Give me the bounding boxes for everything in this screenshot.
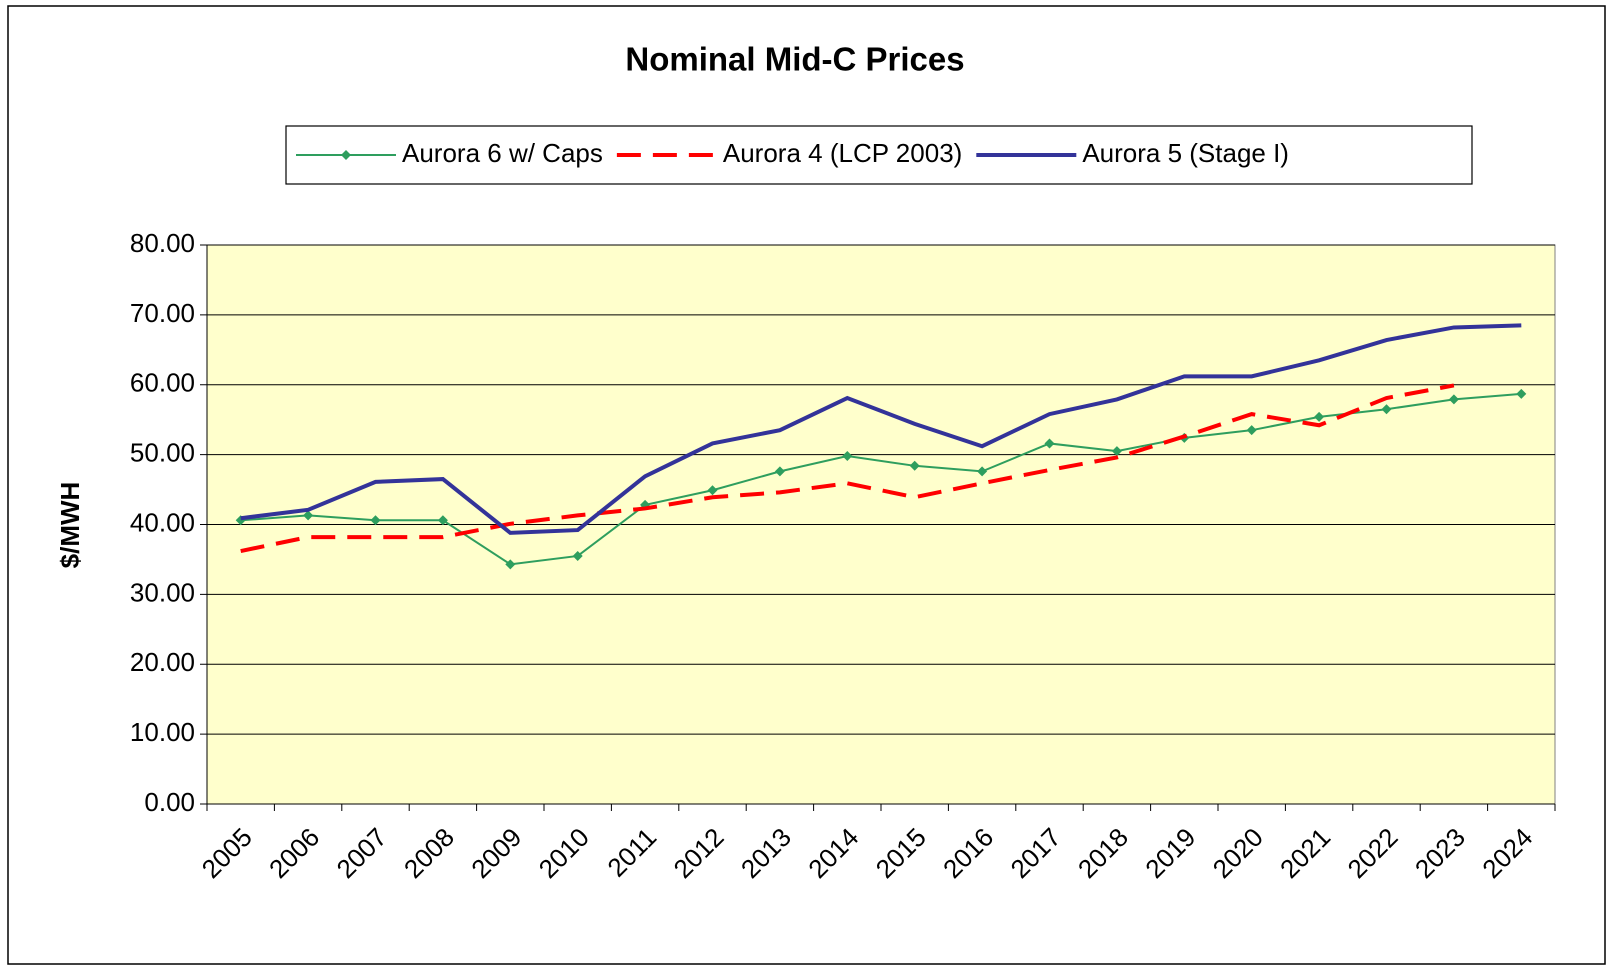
legend-marker (341, 150, 351, 160)
y-axis-label: $/MWH (55, 482, 85, 569)
y-tick-label: 40.00 (130, 507, 195, 537)
marker (1044, 438, 1055, 449)
legend-label: Aurora 5 (Stage I) (1082, 138, 1289, 168)
marker (303, 510, 314, 521)
y-tick-label: 50.00 (130, 438, 195, 468)
series-line (240, 392, 1522, 566)
marker (707, 485, 718, 496)
y-tick-label: 60.00 (130, 368, 195, 398)
series-line (240, 323, 1522, 535)
y-tick-label: 0.00 (144, 787, 195, 817)
marker (437, 515, 448, 526)
y-tick-label: 80.00 (130, 228, 195, 258)
marker (909, 460, 920, 471)
marker (977, 466, 988, 477)
marker (774, 466, 785, 477)
y-tick-label: 30.00 (130, 577, 195, 607)
marker (842, 451, 853, 462)
y-tick-label: 70.00 (130, 298, 195, 328)
marker (370, 515, 381, 526)
marker (572, 550, 583, 561)
y-tick-label: 20.00 (130, 647, 195, 677)
marker (505, 559, 516, 570)
y-tick-label: 10.00 (130, 717, 195, 747)
chart-title: Nominal Mid-C Prices (625, 41, 964, 78)
marker (1246, 425, 1257, 436)
legend-label: Aurora 4 (LCP 2003) (723, 138, 962, 168)
marker (1448, 394, 1459, 405)
legend-label: Aurora 6 w/ Caps (402, 138, 603, 168)
legend-box (285, 125, 1473, 185)
series-line (240, 383, 1455, 554)
marker (1111, 446, 1122, 457)
marker (1516, 388, 1527, 399)
marker (1381, 404, 1392, 415)
marker (1314, 411, 1325, 422)
